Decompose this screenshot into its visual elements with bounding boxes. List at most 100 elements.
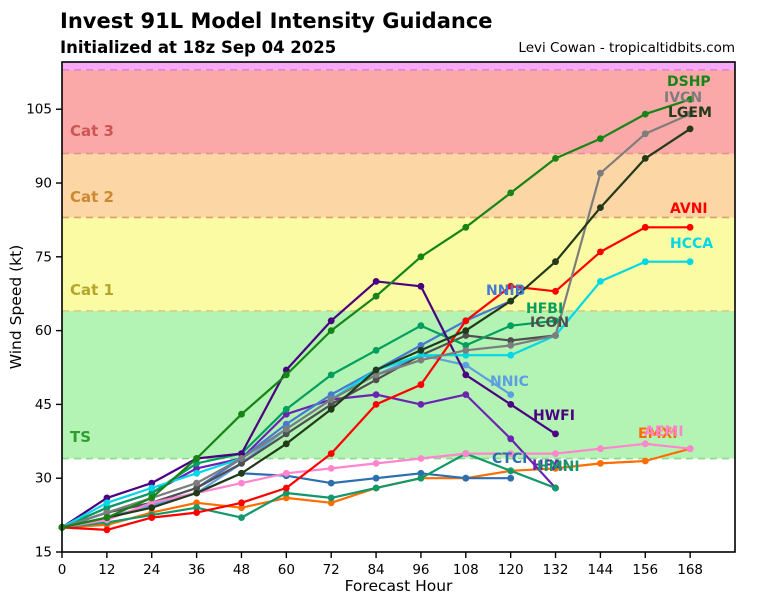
data-point-HCCA <box>193 469 201 477</box>
x-tick-label: 12 <box>98 562 115 578</box>
data-point-AVNI <box>103 526 111 534</box>
data-point-EMXI <box>641 457 649 465</box>
data-point-EMXI <box>327 499 335 507</box>
x-tick-label: 96 <box>412 562 429 578</box>
data-point-IVCN <box>686 110 694 118</box>
data-point-ICON <box>238 460 245 467</box>
data-point-HWFI <box>238 450 245 457</box>
data-point-HWFI <box>552 430 559 438</box>
series-label-EMXI: EMXI <box>638 426 678 442</box>
data-point-EMXI <box>193 499 201 507</box>
data-point-DSHP <box>686 96 694 103</box>
data-point-CTCI <box>372 474 380 482</box>
data-point-IVCN <box>282 425 290 433</box>
series-label-HFBI: HFBI <box>526 301 563 317</box>
x-tick-label: 144 <box>588 562 614 578</box>
data-point-DSHP <box>103 514 111 521</box>
data-point-DSHP <box>641 110 649 118</box>
data-point-HFBI <box>103 504 111 512</box>
series-label-NNIB: NNIB <box>486 283 525 299</box>
data-point-LGEM <box>282 440 290 448</box>
data-point-HCCA <box>507 351 515 359</box>
data-point-LGEM <box>238 469 245 477</box>
series-label-HMNI: HMNI <box>537 459 580 475</box>
data-point-AEMI <box>552 450 559 457</box>
series-label-AEMI: AEMI <box>644 424 684 440</box>
data-point-DSHP <box>148 494 156 502</box>
data-point-AEMI <box>507 450 515 457</box>
y-tick-label: 45 <box>35 397 52 413</box>
band-cat4 <box>62 62 735 71</box>
data-point-HWFI <box>103 494 111 502</box>
data-point-HFBI <box>372 346 380 354</box>
data-point-AEMI <box>238 479 245 487</box>
data-point-ICON <box>462 332 470 339</box>
data-point-HFAI <box>417 401 425 408</box>
data-point-IVCN <box>641 130 649 138</box>
data-point-LGEM <box>148 504 156 512</box>
data-point-NNIB <box>282 420 290 428</box>
data-point-ICON <box>282 430 290 438</box>
series-label-LGEM: LGEM <box>668 105 712 121</box>
band-label-cat2: Cat 2 <box>70 188 114 206</box>
data-point-ICON <box>507 337 515 344</box>
series-label-CTCI: CTCI <box>492 451 527 467</box>
data-point-AEMI <box>327 465 335 472</box>
data-point-AEMI <box>282 469 290 477</box>
data-point-LGEM <box>552 258 559 266</box>
y-tick-label: 60 <box>35 323 52 339</box>
data-point-HWFI <box>372 278 380 285</box>
data-point-HCCA <box>417 351 425 359</box>
series-label-AVNI: AVNI <box>670 201 708 217</box>
plot-border <box>61 61 736 553</box>
data-point-DSHP <box>552 155 559 162</box>
plot-area: TS Cat 1 Cat 2 Cat 3 0 12 24 36 48 60 72 84 96 108 120… <box>7 61 736 595</box>
series-AVNI <box>58 223 694 534</box>
band-ts: TS <box>62 310 735 460</box>
data-point-DSHP <box>417 253 425 261</box>
x-tick-label: 132 <box>543 562 569 578</box>
data-point-HCCA <box>641 258 649 266</box>
data-point-DSHP <box>372 292 380 300</box>
data-point-HFBI <box>282 405 290 413</box>
data-point-AVNI <box>507 282 515 290</box>
data-point-DSHP <box>282 371 290 379</box>
data-point-AEMI <box>597 445 604 453</box>
data-point-DSHP <box>597 135 604 143</box>
data-point-HFAI <box>462 391 470 398</box>
data-point-IVCN <box>462 346 470 354</box>
data-point-LGEM <box>462 327 470 334</box>
data-point-HMNI <box>507 467 515 475</box>
x-tick-label: 48 <box>233 562 250 578</box>
data-point-HFAI <box>372 391 380 398</box>
data-point-HWFI <box>462 371 470 379</box>
data-point-LGEM <box>193 489 201 497</box>
data-point-DSHP <box>193 455 201 462</box>
series-HMNI <box>58 450 559 531</box>
data-point-HMNI <box>417 474 425 482</box>
data-point-NNIC <box>462 361 470 369</box>
data-point-HMNI <box>327 494 335 502</box>
x-tick-label: 84 <box>367 562 384 578</box>
data-point-HCCA <box>103 499 111 507</box>
data-point-HWFI <box>507 401 515 408</box>
data-point-IVCN <box>327 396 335 403</box>
band-cat3: Cat 3 <box>62 69 735 155</box>
data-point-HCCA <box>148 484 156 492</box>
data-point-AEMI <box>148 499 156 507</box>
data-point-LGEM <box>507 297 515 305</box>
series-label-HFAI: HFAI <box>532 458 568 474</box>
data-point-EMXI <box>238 504 245 512</box>
y-tick-label: 30 <box>35 471 52 487</box>
data-point-CTCI <box>507 474 515 482</box>
band-label-cat3: Cat 3 <box>70 122 114 140</box>
data-point-ICON <box>327 401 335 408</box>
data-point-HMNI <box>238 514 245 521</box>
data-point-AEMI <box>417 455 425 462</box>
y-axis: 15 30 45 60 75 90 105 Wind Speed (kt) <box>7 102 62 561</box>
x-tick-label: 0 <box>58 562 67 578</box>
data-point-HWFI <box>148 479 156 487</box>
series-label-HWFI: HWFI <box>533 408 575 424</box>
band-cat1: Cat 1 <box>62 217 735 312</box>
data-point-LGEM <box>686 125 694 133</box>
